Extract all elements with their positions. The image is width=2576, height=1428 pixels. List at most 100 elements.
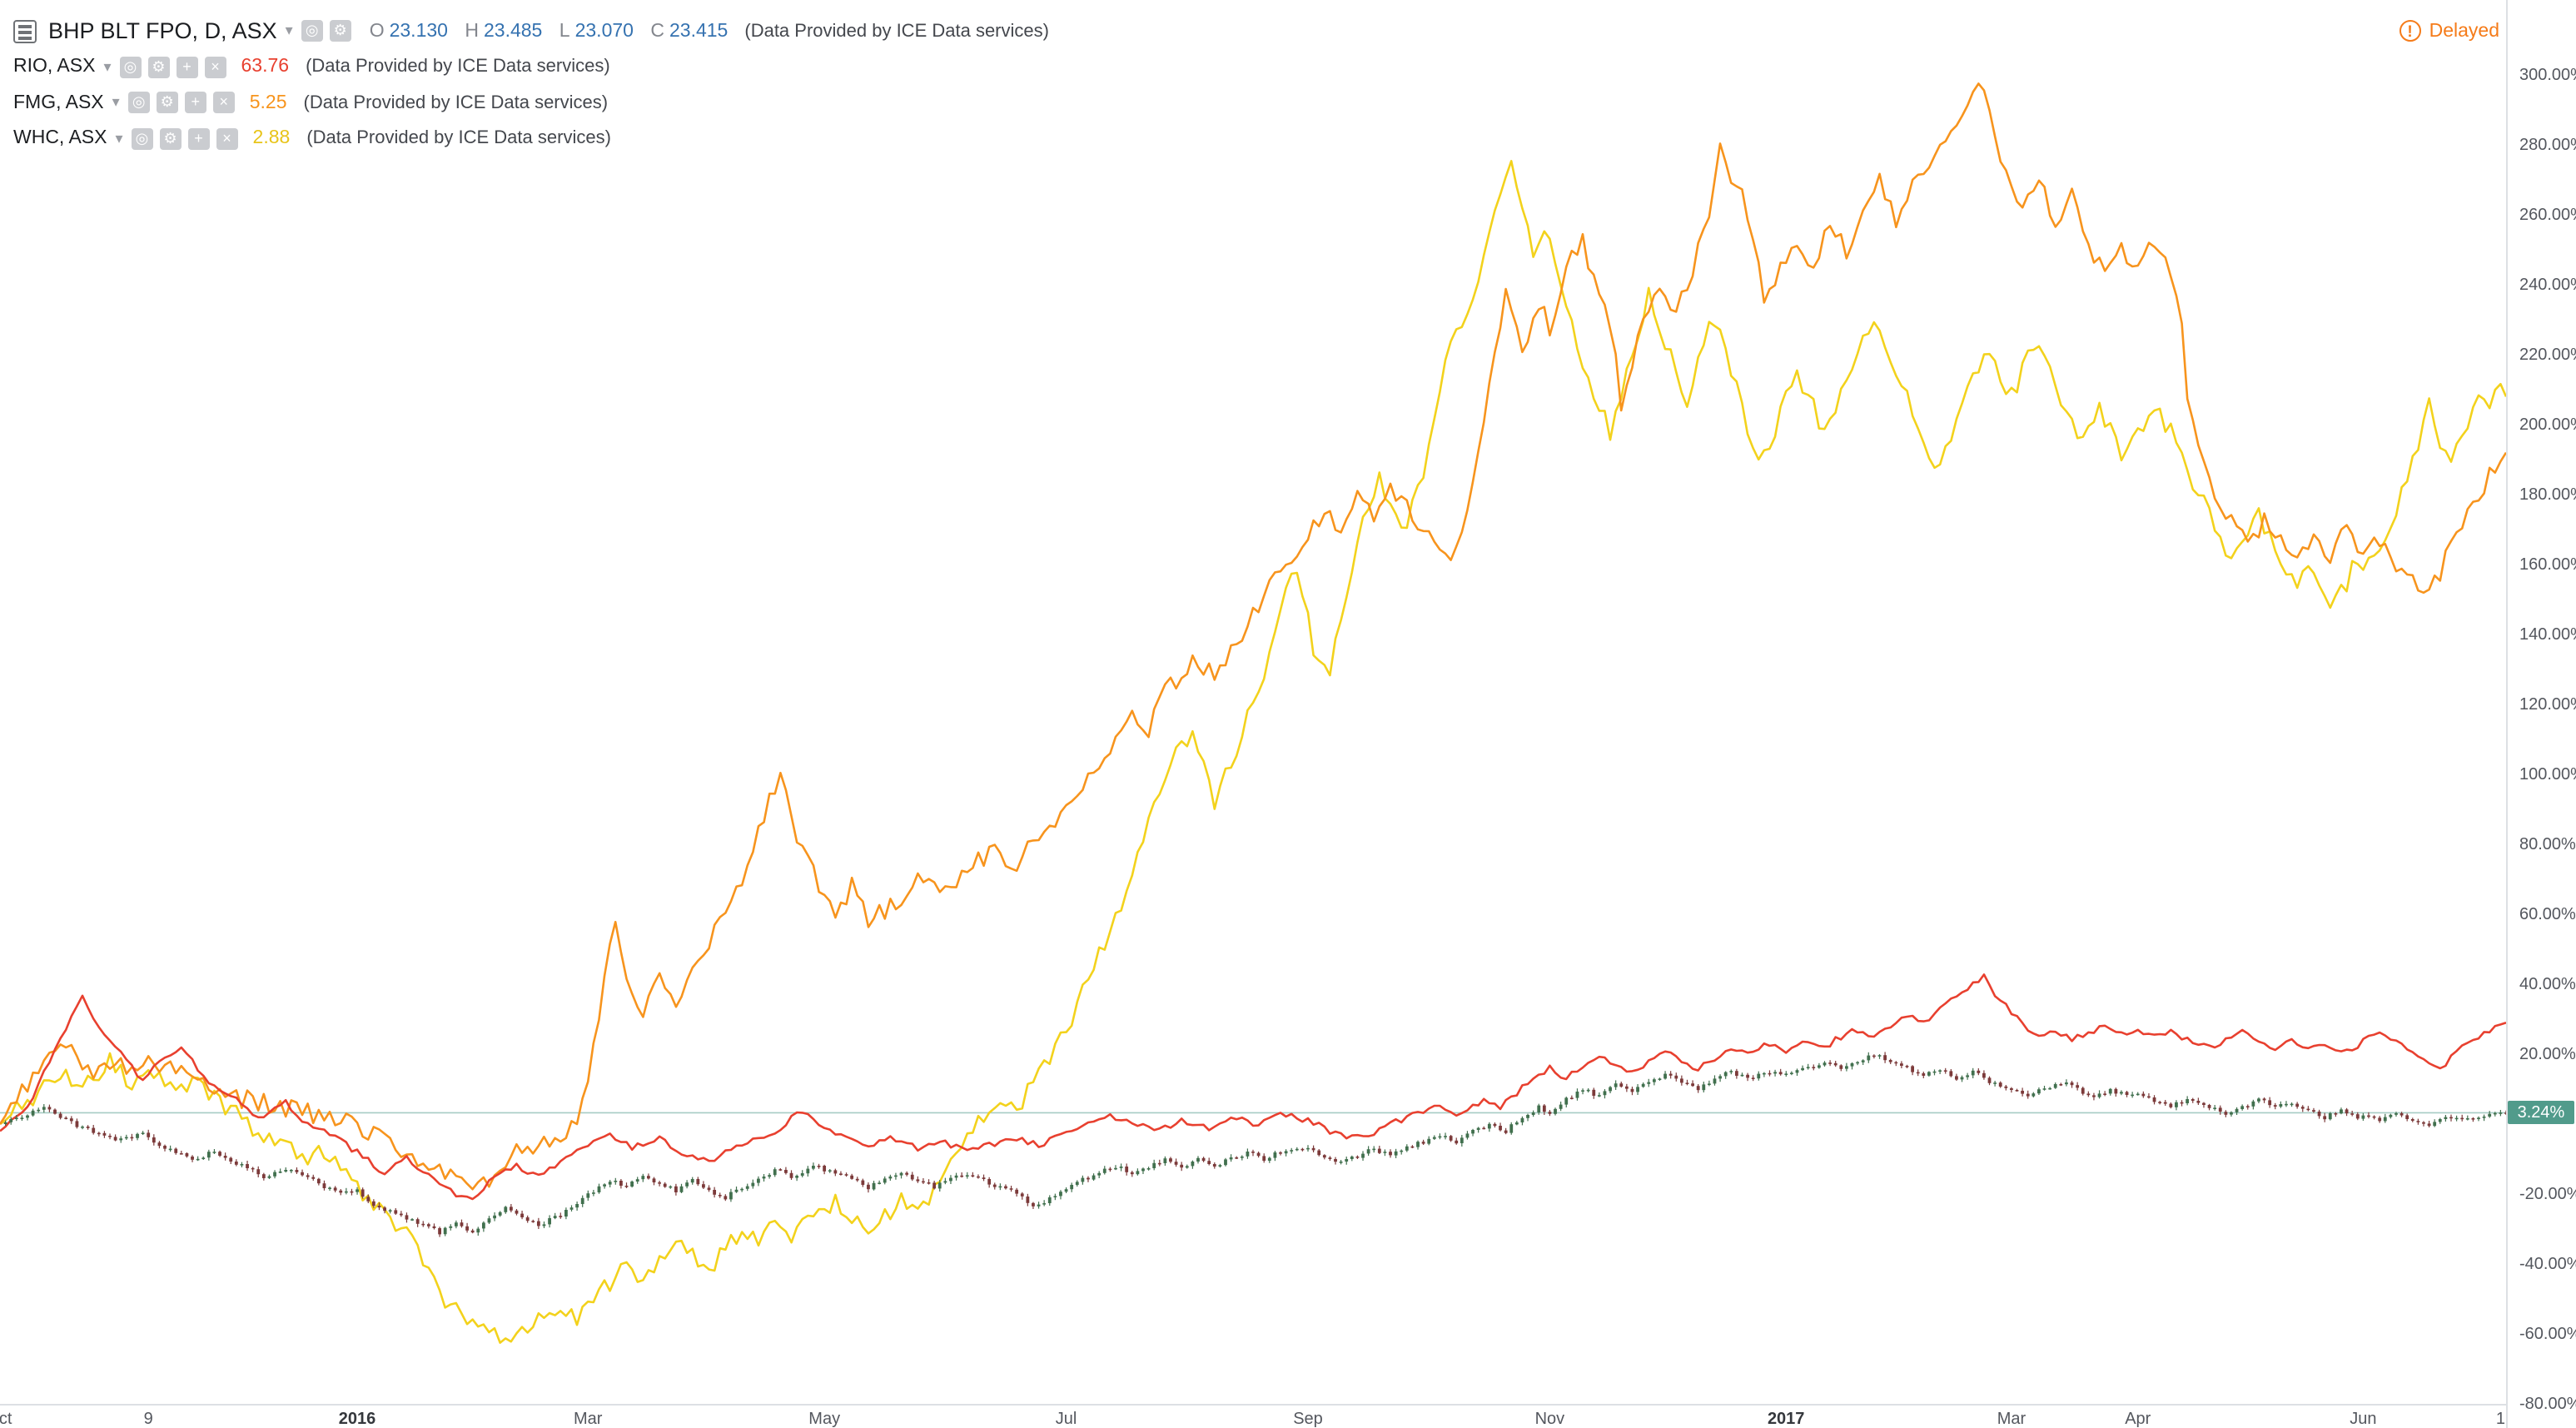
candle-body xyxy=(2158,1102,2162,1103)
candle-body xyxy=(206,1152,211,1158)
candle-body xyxy=(196,1158,200,1161)
x-axis-label: 2017 xyxy=(1767,1410,1805,1428)
price-axis[interactable]: 300.00% 280.00% 260.00% 240.00% 220.00% 200.0… xyxy=(2506,0,2576,1428)
candle-body xyxy=(844,1174,848,1176)
x-axis-label: Mar xyxy=(573,1410,603,1428)
compare-symbol-row: WHC, ASX ▾ ◎ ⚙ + × 2.88 (Data Provided by ICE D… xyxy=(13,121,1049,157)
compare-symbol-value: 63.76 xyxy=(241,57,290,77)
visibility-icon[interactable]: ◎ xyxy=(301,20,323,42)
candle-body xyxy=(1251,1152,1255,1153)
candle-body xyxy=(1955,1076,1958,1080)
candle-body xyxy=(1795,1070,1799,1073)
candle-body xyxy=(256,1169,261,1175)
candle-body xyxy=(1163,1158,1167,1163)
candle-body xyxy=(992,1184,997,1187)
candle-body xyxy=(2175,1102,2178,1107)
close-label: C xyxy=(650,21,664,42)
candle-body xyxy=(124,1137,128,1139)
close-icon[interactable]: × xyxy=(204,56,226,78)
visibility-icon[interactable]: ◎ xyxy=(131,127,153,150)
candle-body xyxy=(1614,1083,1618,1087)
series-line-whc[interactable] xyxy=(0,160,2506,1344)
candle-body xyxy=(1185,1166,1189,1168)
time-axis[interactable]: ct 9 2016 Mar May Jul Sep Nov 2017 Mar Apr Jun 1 xyxy=(0,1404,2506,1428)
add-icon[interactable]: + xyxy=(184,92,206,114)
settings-icon[interactable]: ⚙ xyxy=(329,20,351,42)
chevron-down-icon[interactable]: ▾ xyxy=(285,22,293,39)
candle-body xyxy=(1850,1063,1854,1067)
main-symbol-title[interactable]: BHP BLT FPO, D, ASX xyxy=(48,18,277,44)
close-icon[interactable]: × xyxy=(212,92,235,114)
candle-body xyxy=(575,1204,579,1208)
compare-symbol-title[interactable]: WHC, ASX xyxy=(13,128,107,149)
candle-body xyxy=(2021,1091,2025,1094)
compare-symbol-rows: RIO, ASX ▾ ◎ ⚙ + × 63.76 (Data Provided by ICE … xyxy=(13,49,1049,157)
close-icon[interactable]: × xyxy=(216,127,238,150)
candle-body xyxy=(1119,1167,1123,1168)
candle-body xyxy=(2042,1088,2046,1090)
series-line-fmg[interactable] xyxy=(0,82,2506,1191)
candle-body xyxy=(525,1217,530,1222)
candle-body xyxy=(2026,1093,2030,1097)
add-icon[interactable]: + xyxy=(176,56,198,78)
candle-body xyxy=(1267,1157,1271,1161)
candle-body xyxy=(498,1212,502,1216)
candle-body xyxy=(1818,1065,1821,1068)
series-line-rio[interactable] xyxy=(0,973,2506,1201)
candle-body xyxy=(679,1186,684,1192)
add-icon[interactable]: + xyxy=(187,127,210,150)
visibility-icon[interactable]: ◎ xyxy=(127,92,150,114)
candle-body xyxy=(1042,1203,1047,1205)
settings-icon[interactable]: ⚙ xyxy=(147,56,170,78)
candle-body xyxy=(1652,1079,1656,1082)
settings-icon[interactable]: ⚙ xyxy=(156,92,178,114)
compare-symbol-title[interactable]: FMG, ASX xyxy=(13,92,104,113)
delayed-badge[interactable]: ! Delayed xyxy=(2399,20,2499,42)
candle-body xyxy=(2092,1095,2096,1097)
candle-body xyxy=(2125,1092,2129,1095)
candle-body xyxy=(2383,1117,2387,1122)
candle-body xyxy=(937,1182,942,1189)
visibility-icon[interactable]: ◎ xyxy=(119,56,142,78)
candle-body xyxy=(2317,1112,2321,1117)
candle-body xyxy=(1334,1159,1337,1162)
y-axis-label: 120.00% xyxy=(2519,695,2576,714)
chevron-down-icon[interactable]: ▾ xyxy=(115,129,123,147)
y-axis-label: 80.00% xyxy=(2519,835,2576,853)
candle-body xyxy=(493,1215,496,1219)
chart-canvas[interactable] xyxy=(0,0,2506,1404)
settings-icon[interactable]: ⚙ xyxy=(159,127,182,150)
candle-body xyxy=(597,1186,601,1192)
series-candles-bhp[interactable] xyxy=(3,1052,2506,1237)
candle-body xyxy=(1998,1082,2002,1087)
candle-body xyxy=(1768,1072,1772,1075)
candle-body xyxy=(1943,1070,1947,1072)
provider-note: (Data Provided by ICE Data services) xyxy=(744,21,1049,42)
y-axis-label: 100.00% xyxy=(2519,765,2576,784)
high-label: H xyxy=(465,21,479,42)
candle-body xyxy=(2279,1104,2283,1107)
chevron-down-icon[interactable]: ▾ xyxy=(103,57,112,75)
candle-body xyxy=(2422,1122,2425,1124)
chevron-down-icon[interactable]: ▾ xyxy=(112,93,120,111)
legend-panel-icon[interactable] xyxy=(13,19,37,43)
candle-body xyxy=(1778,1072,1783,1075)
price-chart[interactable] xyxy=(0,0,2506,1404)
candle-body xyxy=(943,1181,947,1183)
candle-body xyxy=(2037,1089,2041,1094)
candle-body xyxy=(2218,1107,2222,1112)
candle-body xyxy=(1015,1189,1019,1194)
candle-body xyxy=(108,1136,112,1137)
candle-body xyxy=(1685,1082,1689,1084)
candle-body xyxy=(1674,1075,1678,1079)
candle-body xyxy=(1108,1168,1112,1171)
candle-body xyxy=(2202,1102,2206,1105)
open-label: O xyxy=(369,21,385,42)
candle-body xyxy=(97,1132,101,1135)
candle-body xyxy=(1509,1124,1514,1133)
candle-body xyxy=(652,1178,656,1182)
candle-body xyxy=(1350,1157,1354,1159)
compare-symbol-title[interactable]: RIO, ASX xyxy=(13,57,96,77)
candle-body xyxy=(1389,1152,1392,1156)
candle-body xyxy=(366,1197,370,1202)
